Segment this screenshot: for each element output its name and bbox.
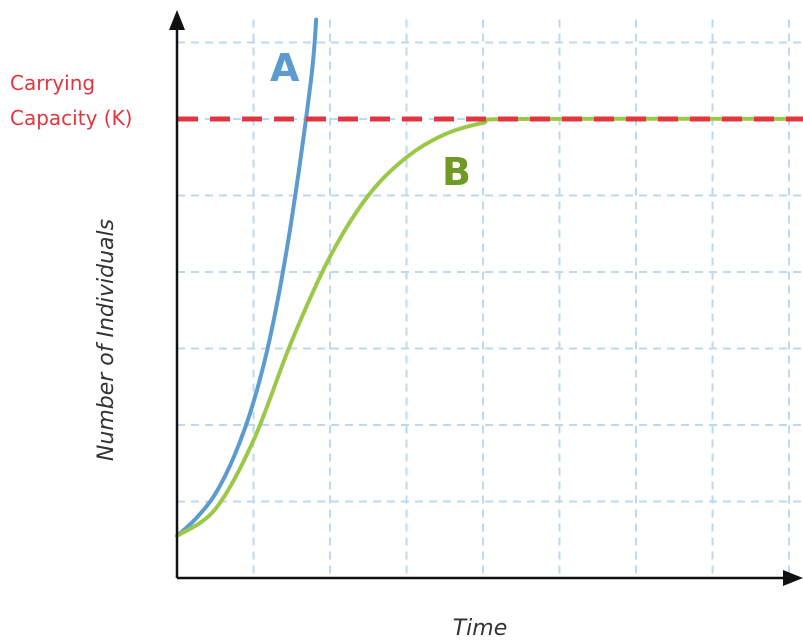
carrying-capacity-label-line1: Carrying	[10, 71, 95, 95]
x-axis-arrow	[783, 570, 803, 586]
y-axis-arrow	[169, 10, 185, 30]
series-a-label: A	[270, 46, 300, 90]
grid	[177, 19, 803, 578]
carrying-capacity-label-line2: Capacity (K)	[10, 106, 132, 130]
curves	[175, 17, 803, 538]
y-axis-title: Number of Individuals	[94, 219, 119, 461]
series-b-label: B	[442, 150, 471, 194]
axes	[169, 10, 803, 586]
x-axis-title: Time	[453, 616, 508, 641]
